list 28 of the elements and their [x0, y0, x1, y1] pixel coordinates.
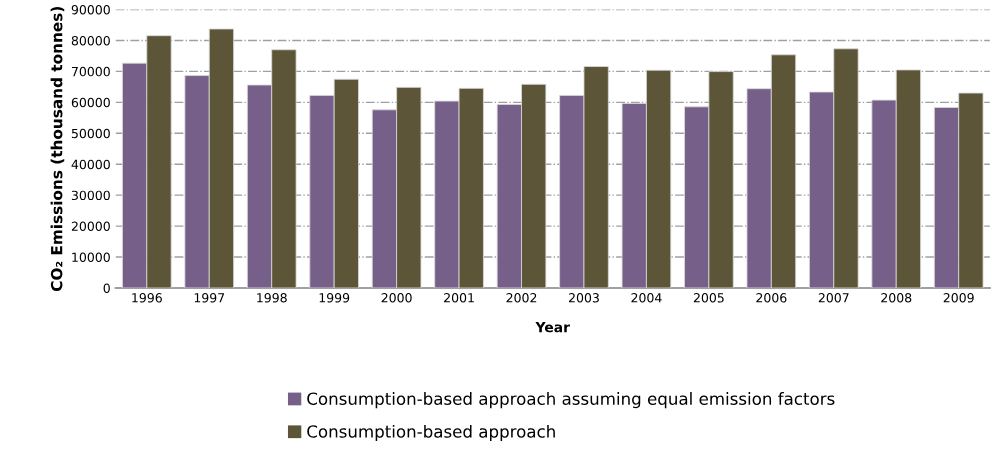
- x-tick-label: 2002: [506, 293, 537, 303]
- y-tick-label: 60000: [71, 97, 110, 108]
- x-tick-label: 2005: [693, 293, 724, 303]
- legend-label: Consumption-based approach: [307, 424, 555, 442]
- x-tick-label: 2008: [881, 293, 912, 303]
- y-axis-title: CO₂ Emissions (thousand tonnes): [50, 7, 65, 292]
- x-tick-label: 2004: [631, 293, 662, 303]
- y-tick-label: 40000: [71, 159, 110, 170]
- x-tick-label: 1997: [194, 293, 225, 303]
- y-tick-label: 50000: [71, 128, 110, 139]
- x-tick-label: 1999: [319, 293, 350, 303]
- y-tick-label: 10000: [72, 252, 110, 262]
- y-tick-label: 90000: [71, 4, 110, 15]
- x-axis-title: Year: [535, 322, 570, 333]
- y-tick-label: 70000: [71, 66, 110, 77]
- x-tick-label: 2006: [756, 293, 787, 303]
- y-tick-label: 20000: [71, 221, 110, 232]
- x-tick-label: 2007: [818, 293, 849, 303]
- x-tick-label: 1996: [132, 293, 162, 303]
- x-tick-label: 2003: [568, 293, 599, 303]
- y-tick-label: 80000: [71, 35, 110, 46]
- x-tick-label: 2001: [444, 293, 474, 303]
- x-tick-label: 1998: [257, 293, 287, 303]
- y-tick-label: 30000: [71, 190, 110, 201]
- x-tick-label: 2000: [381, 293, 412, 303]
- y-tick-label: 0: [103, 283, 110, 293]
- x-tick-label: 2009: [943, 293, 974, 303]
- legend-label: Consumption-based approach assuming equal emission factors: [307, 392, 835, 409]
